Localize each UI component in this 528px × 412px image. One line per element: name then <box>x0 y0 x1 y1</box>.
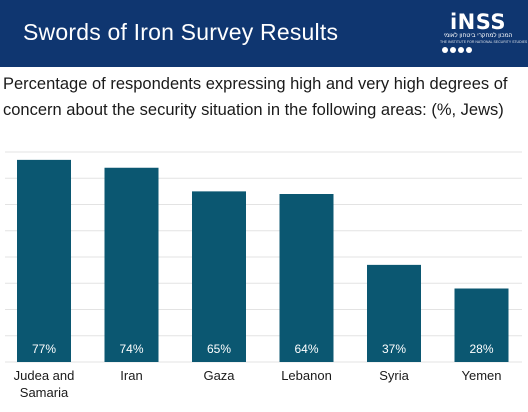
category-label: Iran <box>120 368 142 383</box>
category-label: Syria <box>379 368 409 383</box>
logo-wordmark: iNSS <box>449 10 507 34</box>
bar-value-labels: 77% 74% 65% 64% 37% 28% <box>32 342 494 356</box>
bar-value-label: 77% <box>32 342 56 356</box>
bar-value-label: 65% <box>207 342 231 356</box>
logo-social-icons <box>440 47 516 53</box>
category-label: Lebanon <box>281 368 332 383</box>
logo-subtitle-en: THE INSTITUTE FOR NATIONAL SECURITY STUD… <box>440 40 528 44</box>
inss-logo: iNSS המכון למחקרי ביטחון לאומי THE INSTI… <box>440 10 528 58</box>
bar-value-label: 64% <box>294 342 318 356</box>
chart-title: Percentage of respondents expressing hig… <box>3 75 508 119</box>
category-label: Gaza <box>203 368 235 383</box>
youtube-icon <box>458 47 464 53</box>
bar-value-label: 28% <box>469 342 493 356</box>
category-label: Yemen <box>462 368 502 383</box>
facebook-icon <box>442 47 448 53</box>
bar-value-label: 37% <box>382 342 406 356</box>
category-labels: Judea and Samaria Iran Gaza Lebanon Syria Yeme… <box>14 368 502 400</box>
bar-value-label: 74% <box>119 342 143 356</box>
header-banner: Swords of Iron Survey Results iNSS המכון… <box>0 0 528 67</box>
bar-syria <box>367 264 421 362</box>
category-label: Judea and Samaria <box>14 368 75 400</box>
grid-lines <box>5 151 522 363</box>
bar-lebanon <box>279 194 334 362</box>
instagram-icon <box>466 47 472 53</box>
bars <box>17 159 509 362</box>
bar-iran <box>104 167 159 362</box>
bar-judea-and-samaria <box>17 159 71 362</box>
bar-yemen <box>454 288 509 362</box>
bar-gaza <box>192 191 246 362</box>
twitter-icon <box>450 47 456 53</box>
logo-subtitle: המכון למחקרי ביטחון לאומי <box>443 33 513 39</box>
page-title: Swords of Iron Survey Results <box>23 19 339 45</box>
